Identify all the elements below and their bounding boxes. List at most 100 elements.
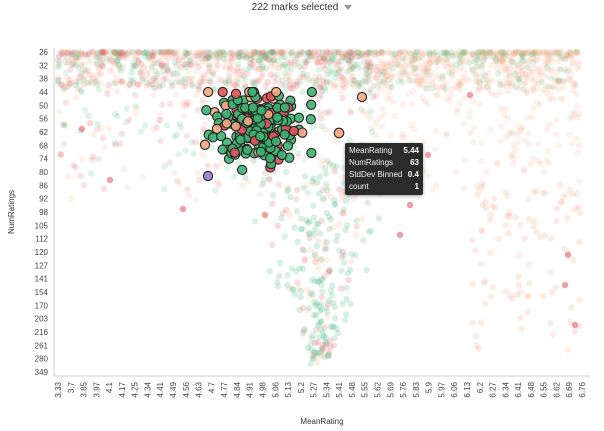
data-point[interactable] <box>547 55 554 63</box>
data-point[interactable] <box>451 83 459 90</box>
data-point[interactable] <box>259 63 266 70</box>
data-point[interactable] <box>468 57 476 65</box>
data-point[interactable] <box>433 127 440 135</box>
data-point[interactable] <box>324 71 331 78</box>
data-point[interactable] <box>269 48 277 56</box>
data-point[interactable] <box>465 59 473 67</box>
data-point[interactable] <box>139 75 147 82</box>
data-point[interactable] <box>494 54 501 61</box>
data-point[interactable] <box>480 55 488 62</box>
data-point[interactable] <box>299 88 306 95</box>
data-point[interactable] <box>242 52 250 60</box>
data-point[interactable] <box>247 54 255 62</box>
data-point[interactable] <box>98 124 105 131</box>
data-point[interactable] <box>101 144 108 151</box>
data-point[interactable] <box>343 311 350 318</box>
data-point[interactable] <box>230 54 237 61</box>
data-point[interactable] <box>249 52 256 59</box>
data-point[interactable] <box>256 55 263 62</box>
data-point[interactable] <box>305 48 312 56</box>
data-point[interactable] <box>429 75 437 82</box>
data-point[interactable] <box>220 62 228 70</box>
data-point[interactable] <box>520 168 528 175</box>
data-point[interactable] <box>446 98 453 105</box>
data-point[interactable] <box>256 66 263 73</box>
data-point[interactable] <box>570 60 577 67</box>
data-point[interactable] <box>321 66 328 73</box>
data-point[interactable] <box>418 74 426 82</box>
data-point[interactable] <box>524 308 531 315</box>
data-point[interactable] <box>340 54 347 61</box>
data-point[interactable] <box>493 49 500 56</box>
data-point[interactable] <box>498 49 506 56</box>
data-point[interactable] <box>367 87 374 94</box>
data-point[interactable] <box>553 205 561 212</box>
data-point[interactable] <box>242 174 249 181</box>
data-point[interactable] <box>368 67 375 74</box>
data-point[interactable] <box>310 355 318 362</box>
data-point[interactable] <box>130 79 137 86</box>
data-point[interactable] <box>278 48 285 56</box>
data-point[interactable] <box>573 49 580 56</box>
data-point[interactable] <box>55 61 62 69</box>
data-point[interactable] <box>196 86 203 93</box>
data-point[interactable] <box>219 49 226 56</box>
data-point[interactable] <box>206 77 214 84</box>
data-point[interactable] <box>386 83 394 91</box>
data-point[interactable] <box>185 192 192 199</box>
data-point[interactable] <box>70 60 77 67</box>
data-point[interactable] <box>537 77 544 84</box>
data-point[interactable] <box>525 216 533 223</box>
data-point[interactable] <box>418 51 426 59</box>
data-point[interactable] <box>78 61 85 69</box>
data-point[interactable] <box>314 59 321 66</box>
data-point[interactable] <box>381 66 389 73</box>
selected-points[interactable] <box>199 86 368 182</box>
data-point[interactable] <box>477 260 485 268</box>
data-point[interactable] <box>539 292 547 300</box>
data-point[interactable] <box>323 78 330 85</box>
data-point[interactable] <box>339 53 346 60</box>
data-point[interactable] <box>222 78 229 86</box>
data-point[interactable] <box>228 49 235 56</box>
data-point[interactable] <box>473 342 480 349</box>
data-point[interactable] <box>502 66 509 74</box>
data-point[interactable] <box>516 78 523 85</box>
data-point[interactable] <box>443 87 450 94</box>
data-point[interactable] <box>316 85 323 92</box>
data-point[interactable] <box>253 48 260 56</box>
data-point[interactable] <box>378 71 386 79</box>
data-point[interactable] <box>138 76 146 84</box>
data-point[interactable] <box>350 50 357 58</box>
data-point[interactable] <box>345 67 353 75</box>
data-point[interactable] <box>244 70 251 77</box>
data-point[interactable] <box>314 339 321 346</box>
data-point[interactable] <box>348 48 355 56</box>
data-point[interactable] <box>360 53 368 60</box>
data-point[interactable] <box>448 50 456 58</box>
data-point[interactable] <box>544 59 551 67</box>
data-point[interactable] <box>509 55 516 62</box>
data-point[interactable] <box>331 49 338 57</box>
selected-data-point[interactable] <box>230 121 241 132</box>
data-point[interactable] <box>317 58 325 66</box>
data-point[interactable] <box>490 48 497 56</box>
data-point[interactable] <box>333 70 341 78</box>
data-point[interactable] <box>282 49 289 56</box>
data-point[interactable] <box>157 61 164 69</box>
data-point[interactable] <box>343 52 350 59</box>
data-point[interactable] <box>281 233 288 240</box>
data-point[interactable] <box>73 54 80 61</box>
data-point[interactable] <box>68 55 75 63</box>
data-point[interactable] <box>336 49 343 56</box>
data-point[interactable] <box>96 54 104 62</box>
data-point[interactable] <box>260 52 267 59</box>
data-point[interactable] <box>507 71 514 78</box>
data-point[interactable] <box>401 61 408 69</box>
data-point[interactable] <box>565 76 572 84</box>
selected-data-point[interactable] <box>202 86 214 98</box>
data-point[interactable] <box>120 166 128 173</box>
data-point[interactable] <box>372 74 380 82</box>
data-point[interactable] <box>408 57 416 64</box>
data-point[interactable] <box>318 162 325 169</box>
